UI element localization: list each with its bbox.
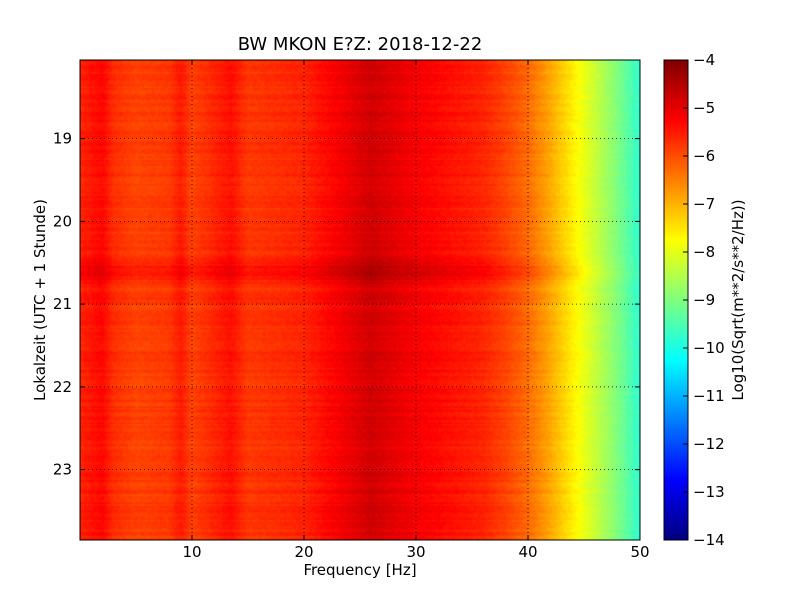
- colorbar-tick-label: −10: [693, 339, 725, 357]
- x-tick-label: 50: [630, 543, 649, 561]
- colorbar-tick-label: −6: [693, 147, 715, 165]
- y-tick-label: 22: [53, 378, 72, 396]
- colorbar-tick-label: −12: [693, 435, 725, 453]
- y-tick-label: 23: [53, 461, 72, 479]
- y-tick-label: 20: [53, 212, 72, 230]
- colorbar-tick-label: −7: [693, 195, 715, 213]
- x-tick-label: 10: [182, 543, 201, 561]
- colorbar-tick-label: −9: [693, 291, 715, 309]
- colorbar-tick-label: −14: [693, 531, 725, 549]
- plot-frame: [79, 59, 641, 541]
- x-tick-label: 40: [518, 543, 537, 561]
- x-tick-label: 20: [294, 543, 313, 561]
- colorbar-tick-label: −11: [693, 387, 725, 405]
- spectrogram-heatmap: [80, 60, 640, 540]
- colorbar-label: Log10(Sqrt(m**2/s**2/Hz)): [729, 199, 747, 401]
- colorbar-tick-label: −4: [693, 51, 715, 69]
- colorbar-tick-label: −13: [693, 483, 725, 501]
- colorbar-tick-label: −5: [693, 99, 715, 117]
- y-axis-label: Lokalzeit (UTC + 1 Stunde): [31, 199, 49, 401]
- colorbar-tick-label: −8: [693, 243, 715, 261]
- chart-title: BW MKON E?Z: 2018-12-22: [237, 34, 483, 55]
- y-tick-label: 19: [53, 130, 72, 148]
- y-tick-label: 21: [53, 295, 72, 313]
- x-axis-label: Frequency [Hz]: [303, 561, 417, 579]
- x-tick-label: 30: [406, 543, 425, 561]
